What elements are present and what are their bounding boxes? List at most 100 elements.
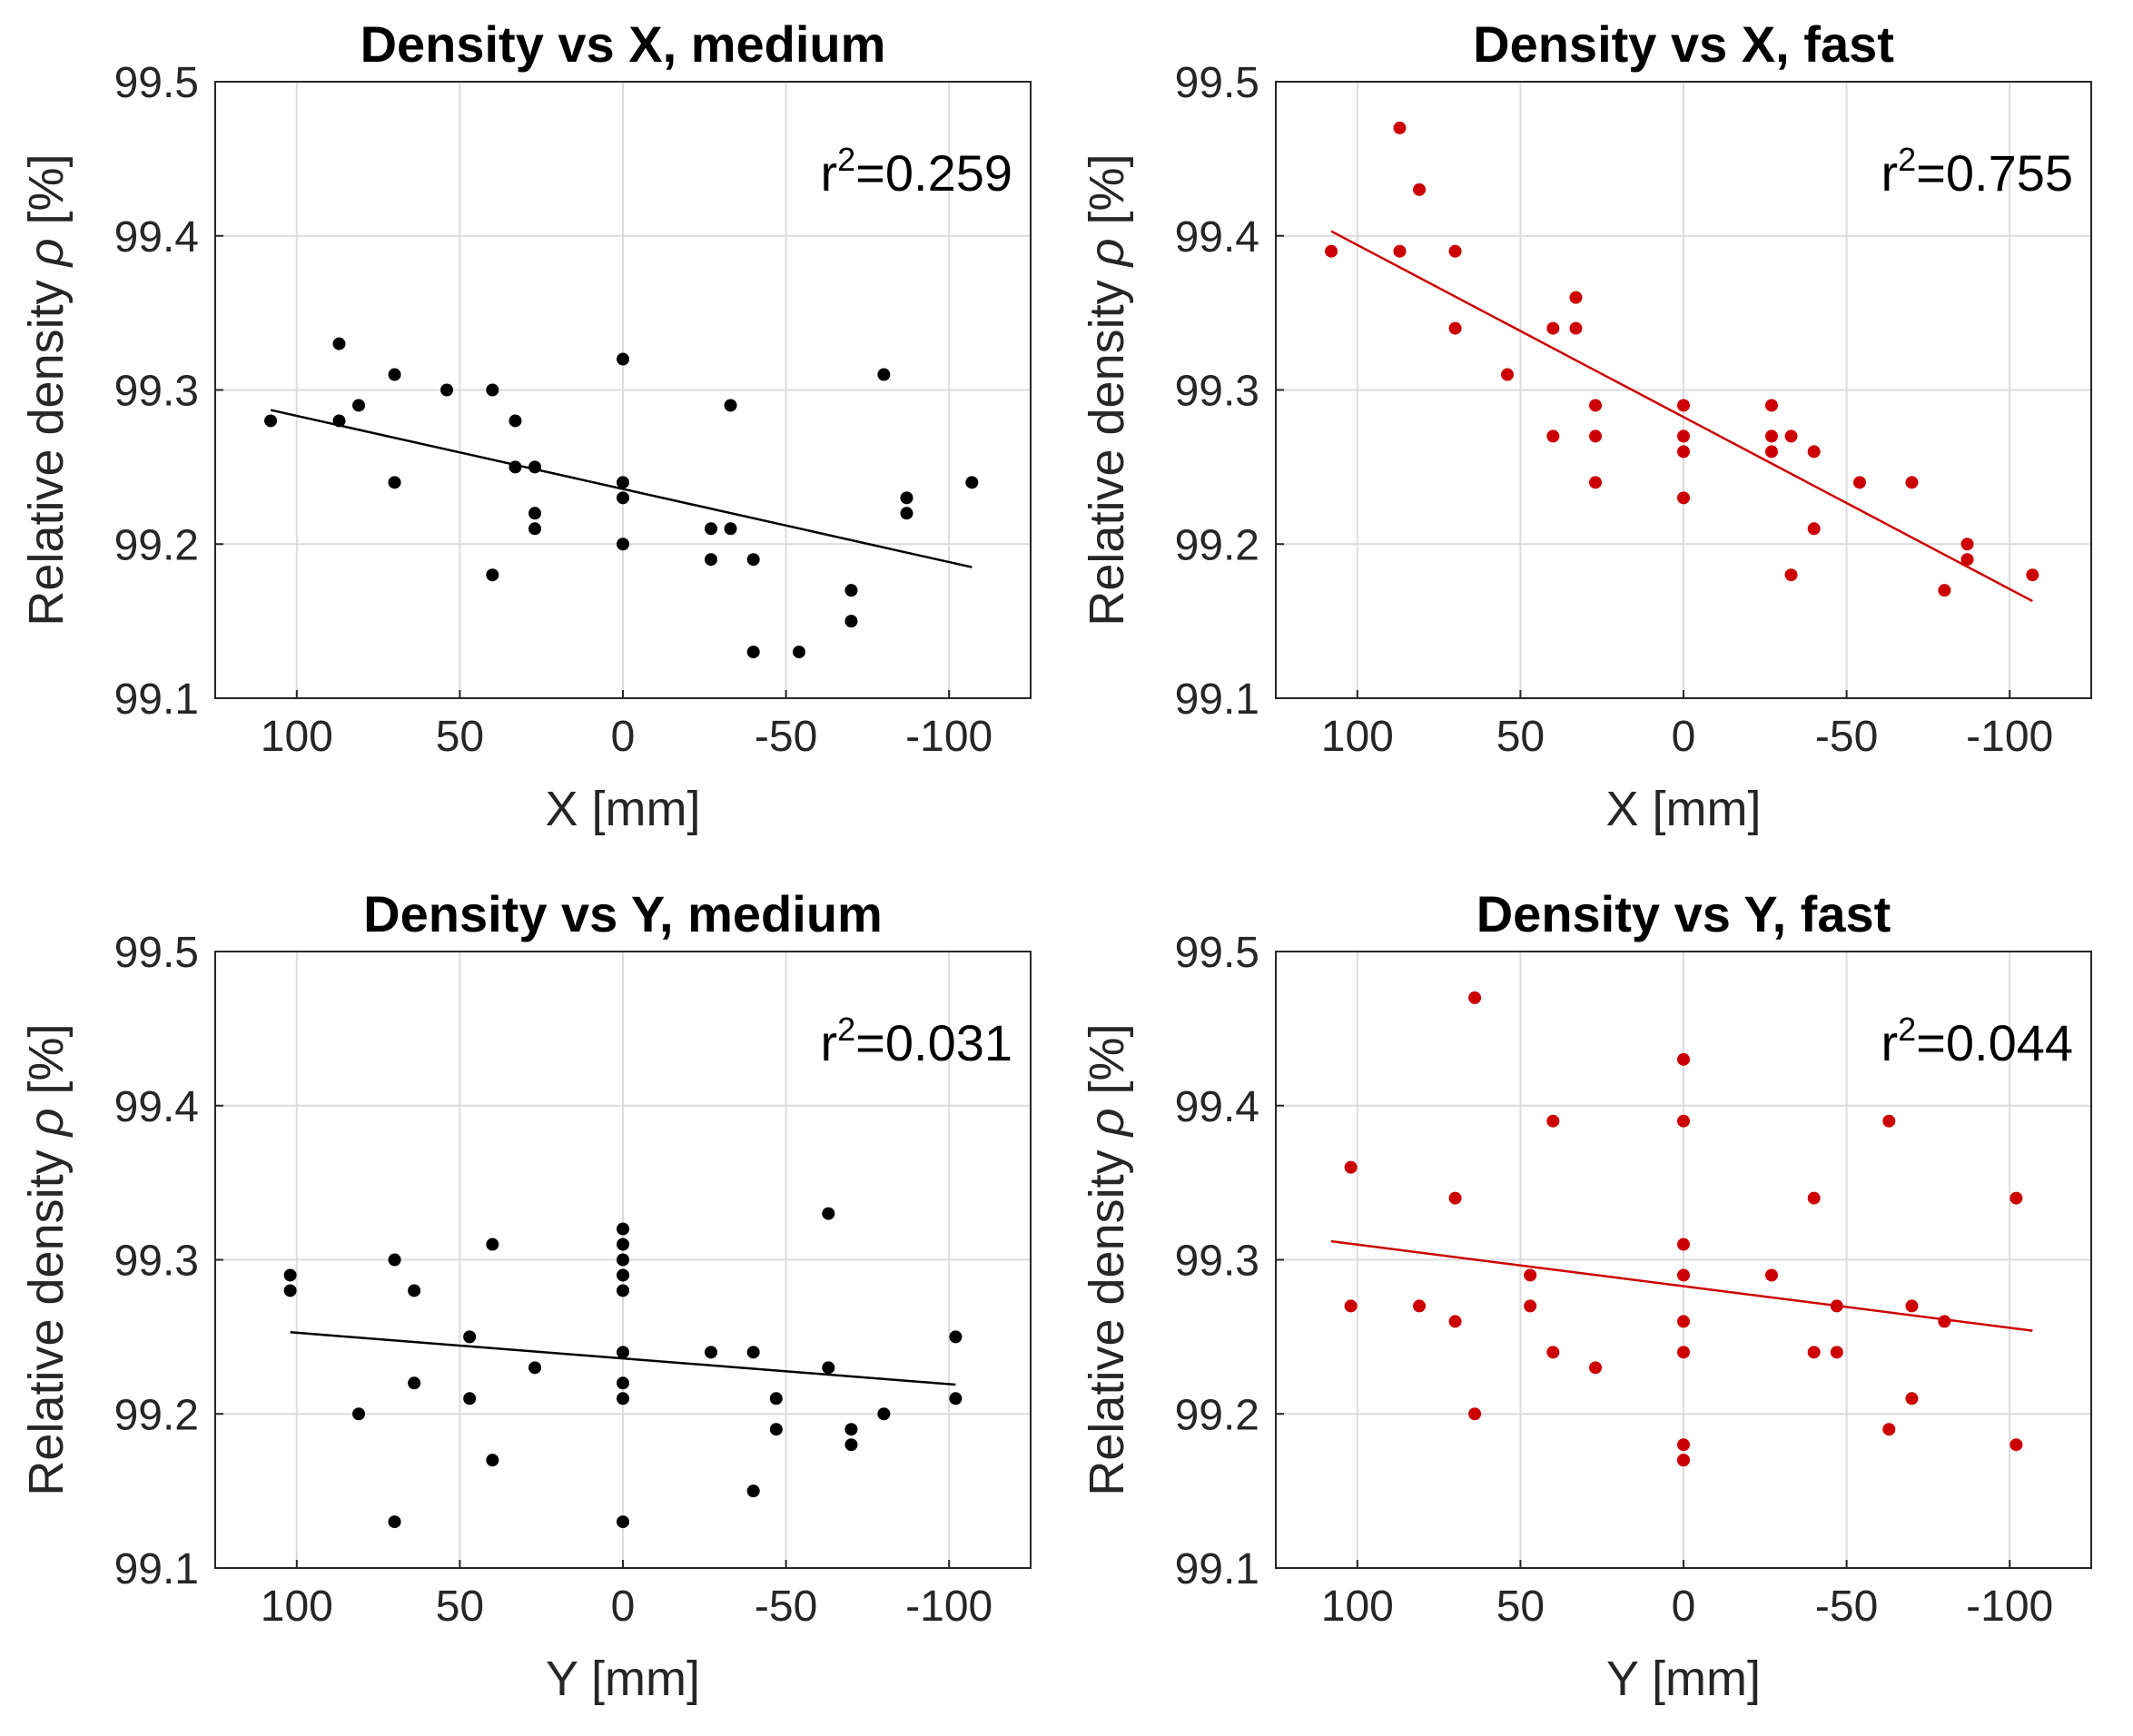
data-point: [1830, 1299, 1843, 1313]
data-point: [1448, 1191, 1462, 1205]
data-point: [1569, 291, 1583, 304]
data-point: [746, 553, 760, 567]
data-point: [1677, 1315, 1690, 1328]
y-tick-label: 99.2: [114, 1391, 199, 1439]
data-point: [704, 1346, 717, 1359]
r-squared-base: r: [1881, 1014, 1898, 1071]
y-tick-label: 99.4: [1175, 213, 1259, 261]
data-point: [1905, 1299, 1919, 1313]
data-point: [1677, 1438, 1690, 1452]
x-axis-label: Y [mm]: [546, 1652, 700, 1706]
panel-y-medium: 100 50 0 -50 -100 99.1 99.2 99.3 99.4 99.5 Density…: [19, 885, 1032, 1706]
data-point: [724, 522, 737, 536]
data-point: [1448, 1315, 1462, 1328]
r-squared-base: r: [820, 144, 837, 202]
data-point: [528, 460, 542, 474]
y-tick-label: 99.2: [1175, 521, 1259, 569]
data-point: [844, 1423, 858, 1436]
x-tick-label: 100: [1321, 713, 1394, 761]
data-point: [1830, 1346, 1843, 1359]
data-point: [1807, 522, 1821, 536]
data-point: [1569, 321, 1583, 335]
data-point: [617, 1346, 629, 1359]
data-point: [352, 1407, 366, 1421]
data-point: [1677, 1454, 1690, 1467]
data-point: [1882, 1423, 1896, 1436]
y-tick-label: 99.5: [1175, 59, 1259, 107]
r-squared-value: =0.259: [855, 144, 1012, 202]
data-point: [900, 507, 913, 520]
y-tick-label: 99.3: [114, 1238, 199, 1286]
data-point: [617, 476, 629, 489]
data-point: [388, 1515, 401, 1529]
x-tick-label: -50: [1815, 713, 1878, 761]
data-point: [388, 476, 401, 489]
data-point: [1677, 1346, 1690, 1359]
x-tick-label: 0: [1672, 713, 1696, 761]
data-point: [844, 1438, 858, 1452]
y-axis-label-symbol: ρ: [1080, 238, 1134, 268]
data-point: [822, 1207, 835, 1220]
data-point: [617, 352, 629, 366]
y-axis-label-unit: [%]: [19, 153, 74, 238]
y-axis-label: Relative density ρ [%]: [19, 153, 74, 626]
y-tick-label: 99.1: [1175, 676, 1259, 724]
data-point: [1938, 584, 1951, 597]
y-tick-label: 99.1: [1175, 1545, 1259, 1593]
data-point: [528, 1361, 542, 1375]
r-squared-base: r: [1881, 144, 1898, 202]
data-point: [1905, 476, 1919, 489]
data-point: [332, 337, 346, 350]
y-tick-label: 99.5: [114, 59, 199, 107]
data-point: [264, 414, 278, 428]
x-tick-label: 50: [436, 713, 484, 761]
data-point: [617, 1238, 629, 1251]
x-tick-label: 0: [1672, 1583, 1696, 1631]
data-point: [1807, 1191, 1821, 1205]
data-point: [1764, 1268, 1778, 1282]
data-point: [1807, 445, 1821, 459]
data-point: [1393, 121, 1407, 134]
data-point: [617, 1268, 629, 1282]
data-point: [408, 1376, 421, 1390]
data-point: [1546, 429, 1560, 443]
y-axis-label-unit: [%]: [1080, 153, 1134, 238]
data-point: [1677, 399, 1690, 412]
x-tick-label: 50: [1496, 713, 1545, 761]
data-point: [1413, 1299, 1427, 1313]
data-point: [617, 1222, 629, 1236]
y-axis-label-main: Relative density: [19, 1136, 74, 1495]
x-tick-label: 50: [436, 1583, 484, 1631]
data-point: [617, 538, 629, 551]
r-squared-value: =0.044: [1916, 1014, 2073, 1071]
y-axis-label-symbol: ρ: [19, 1108, 74, 1138]
data-point: [1677, 445, 1690, 459]
data-point: [486, 568, 499, 582]
r-squared-annotation: r2=0.259: [820, 141, 1012, 202]
data-point: [528, 507, 542, 520]
data-point: [486, 1238, 499, 1251]
r-squared-value: =0.031: [855, 1014, 1012, 1071]
data-point: [769, 1392, 783, 1406]
y-tick-label: 99.1: [114, 676, 199, 724]
r-squared-sup: 2: [837, 1011, 855, 1048]
x-tick-label: 0: [611, 713, 636, 761]
data-point: [1325, 244, 1338, 258]
data-point: [1413, 182, 1427, 196]
data-point: [844, 615, 858, 628]
data-point: [440, 383, 454, 397]
data-point: [746, 1346, 760, 1359]
data-point: [486, 1454, 499, 1467]
data-point: [1524, 1268, 1537, 1282]
panel-x-fast: 100 50 0 -50 -100 99.1 99.2 99.3 99.4 99.5 Density…: [1080, 15, 2092, 836]
data-point: [769, 1423, 783, 1436]
r-squared-value: =0.755: [1916, 144, 2073, 202]
y-tick-label: 99.2: [1175, 1391, 1259, 1439]
data-point: [528, 522, 542, 536]
chart-title: Density vs X, fast: [1473, 15, 1894, 73]
data-point: [1589, 399, 1603, 412]
data-point: [1546, 1114, 1560, 1128]
data-point: [949, 1330, 963, 1344]
panel-x-medium: 100 50 0 -50 -100 99.1 99.2 99.3 99.4 99.5 Density…: [19, 15, 1032, 836]
